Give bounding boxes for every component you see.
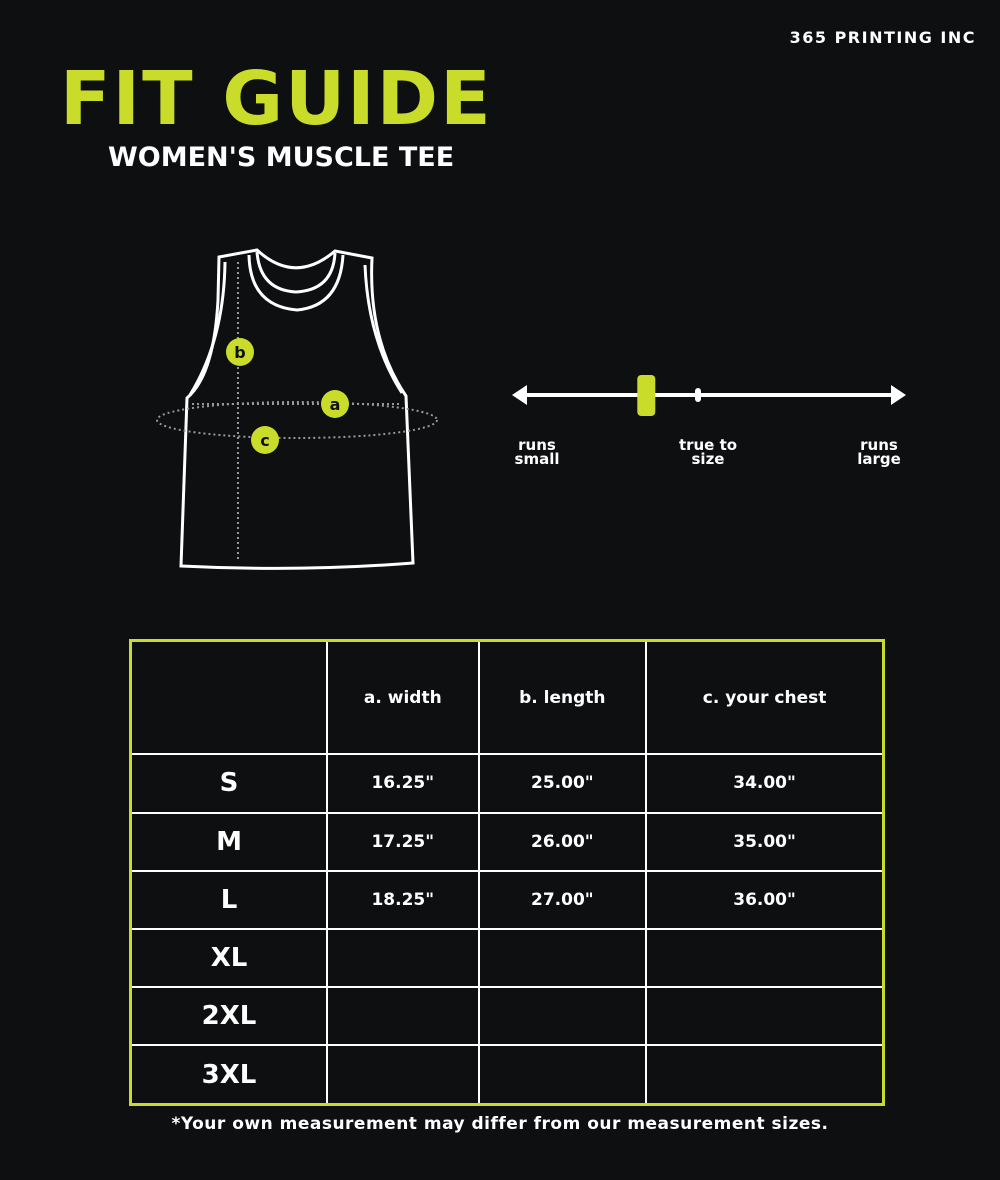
header-chest: c. your chest xyxy=(645,639,885,756)
table-row: 2XL xyxy=(129,986,885,1047)
runs-small-label: runs small xyxy=(514,436,560,468)
table-row: M 17.25" 26.00" 35.00" xyxy=(129,811,885,872)
marker-c: c xyxy=(251,426,279,454)
brand-name: 365 PRINTING INC xyxy=(789,28,976,47)
length-cell xyxy=(477,1044,648,1106)
table-row: S 16.25" 25.00" 34.00" xyxy=(129,753,885,814)
width-cell xyxy=(326,1044,480,1106)
chest-cell xyxy=(645,986,885,1047)
svg-text:c: c xyxy=(260,431,269,450)
tank-top-outline xyxy=(179,248,415,570)
size-cell: M xyxy=(129,811,328,872)
true-to-size-label: true to size xyxy=(678,436,738,468)
size-chart-table: a. width b. length c. your chest S 16.25"… xyxy=(129,639,885,1106)
tank-top-diagram: b a c xyxy=(156,248,906,570)
size-cell: 3XL xyxy=(129,1044,328,1106)
table-row: L 18.25" 27.00" 36.00" xyxy=(129,869,885,930)
size-cell: XL xyxy=(129,927,328,989)
size-cell: S xyxy=(129,753,328,814)
fit-scale xyxy=(512,375,906,416)
marker-b: b xyxy=(226,338,254,366)
header-width: a. width xyxy=(326,639,480,756)
length-cell xyxy=(477,986,648,1047)
marker-a: a xyxy=(321,390,349,418)
page-subtitle: WOMEN'S MUSCLE TEE xyxy=(108,142,455,173)
length-cell: 27.00" xyxy=(477,869,648,930)
chest-cell xyxy=(645,1044,885,1106)
length-cell: 25.00" xyxy=(477,753,648,814)
arrow-left-icon xyxy=(512,385,527,405)
svg-text:b: b xyxy=(234,343,245,362)
length-cell xyxy=(477,927,648,989)
header-length: b. length xyxy=(477,639,648,756)
width-cell: 16.25" xyxy=(326,753,480,814)
arrow-right-icon xyxy=(891,385,906,405)
fit-indicator xyxy=(637,375,656,416)
runs-large-label: runs large xyxy=(857,436,901,468)
footnote: *Your own measurement may differ from ou… xyxy=(171,1114,829,1134)
width-cell: 18.25" xyxy=(326,869,480,930)
header-size xyxy=(129,639,328,756)
chest-cell: 35.00" xyxy=(645,811,885,872)
measure-lines xyxy=(156,262,438,562)
width-cell xyxy=(326,927,480,989)
table-row: XL xyxy=(129,927,885,989)
size-cell: L xyxy=(129,869,328,930)
chest-cell: 34.00" xyxy=(645,753,885,814)
table-header-row: a. width b. length c. your chest xyxy=(129,639,885,756)
page-title: FIT GUIDE xyxy=(60,56,493,142)
chest-cell xyxy=(645,927,885,989)
chest-cell: 36.00" xyxy=(645,869,885,930)
width-cell xyxy=(326,986,480,1047)
size-cell: 2XL xyxy=(129,986,328,1047)
table-row: 3XL xyxy=(129,1044,885,1106)
true-to-size-tick xyxy=(695,388,701,402)
length-cell: 26.00" xyxy=(477,811,648,872)
width-cell: 17.25" xyxy=(326,811,480,872)
svg-text:a: a xyxy=(330,395,341,414)
